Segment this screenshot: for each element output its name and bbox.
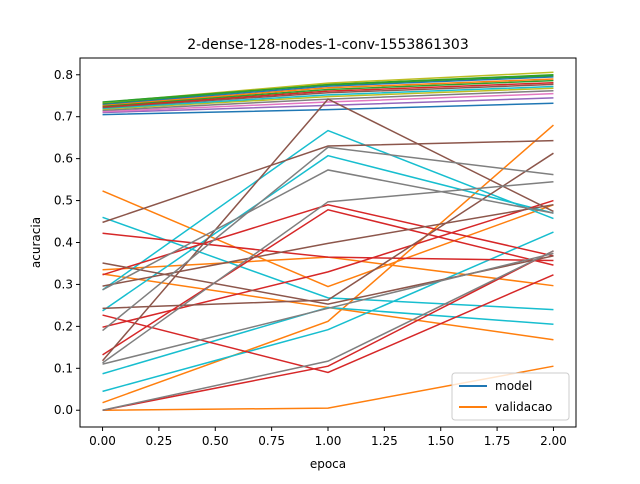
x-tick-label: 2.00 — [540, 434, 567, 448]
series-line-25 — [102, 232, 554, 262]
series-line-36 — [102, 146, 554, 332]
y-tick-label: 0.8 — [54, 68, 73, 82]
series-line-33 — [102, 204, 554, 287]
series-line-1 — [102, 102, 554, 116]
series-line-38 — [102, 180, 554, 364]
y-tick-label: 0.1 — [54, 361, 73, 375]
x-tick-label: 0.50 — [202, 434, 229, 448]
series-line-28 — [102, 208, 554, 356]
series-line-7 — [102, 83, 554, 109]
series-line-27 — [102, 274, 554, 374]
legend: model validacao — [451, 372, 570, 421]
series-line-5 — [102, 87, 554, 110]
x-tick-label: 0.00 — [89, 434, 116, 448]
series-line-29 — [102, 250, 554, 411]
x-tick-label: 1.00 — [315, 434, 342, 448]
x-tick-label: 0.25 — [146, 434, 173, 448]
y-axis-label: acuracia — [29, 217, 43, 268]
legend-model-label: model — [495, 379, 532, 393]
ticks-layer: 0.00 0.25 0.50 0.75 1.00 1.25 1.50 1.75 2.00 0.0 0… — [54, 68, 567, 448]
series-line-8 — [102, 81, 554, 108]
series-line-35 — [102, 152, 554, 310]
series-line-15 — [102, 190, 554, 288]
series-layer — [101, 71, 554, 411]
series-line-24 — [102, 231, 554, 393]
x-tick-label: 1.50 — [427, 434, 454, 448]
y-tick-label: 0.5 — [54, 194, 73, 208]
y-tick-label: 0.4 — [54, 236, 73, 250]
series-line-17 — [102, 124, 554, 404]
chart-title: 2-dense-128-nodes-1-conv-1553861303 — [187, 37, 468, 53]
series-line-23 — [102, 306, 554, 375]
x-tick-label: 0.75 — [258, 434, 285, 448]
y-tick-label: 0.2 — [54, 319, 73, 333]
x-tick-label: 1.75 — [484, 434, 511, 448]
series-line-6 — [102, 85, 554, 110]
series-line-9 — [102, 79, 554, 107]
plot-frame — [79, 57, 577, 428]
x-axis-label: epoca — [310, 457, 346, 471]
series-line-39 — [102, 252, 554, 365]
series-line-10 — [102, 78, 554, 106]
legend-box — [451, 372, 570, 421]
series-line-37 — [102, 169, 554, 291]
series-line-26 — [102, 203, 554, 276]
series-line-40 — [102, 250, 554, 411]
series-line-22 — [102, 154, 554, 312]
series-line-21 — [102, 129, 554, 291]
series-line-11 — [102, 76, 554, 105]
series-line-34 — [101, 98, 554, 362]
y-tick-label: 0.7 — [54, 110, 73, 124]
y-tick-label: 0.3 — [54, 277, 73, 291]
series-line-2 — [102, 97, 554, 114]
series-line-20 — [102, 216, 554, 311]
series-line-31 — [102, 139, 554, 224]
series-line-14 — [102, 74, 554, 103]
series-line-3 — [102, 92, 554, 113]
legend-validacao-label: validacao — [495, 400, 552, 414]
y-tick-label: 0.0 — [54, 403, 73, 417]
y-tick-label: 0.6 — [54, 152, 73, 166]
x-tick-label: 1.25 — [371, 434, 398, 448]
